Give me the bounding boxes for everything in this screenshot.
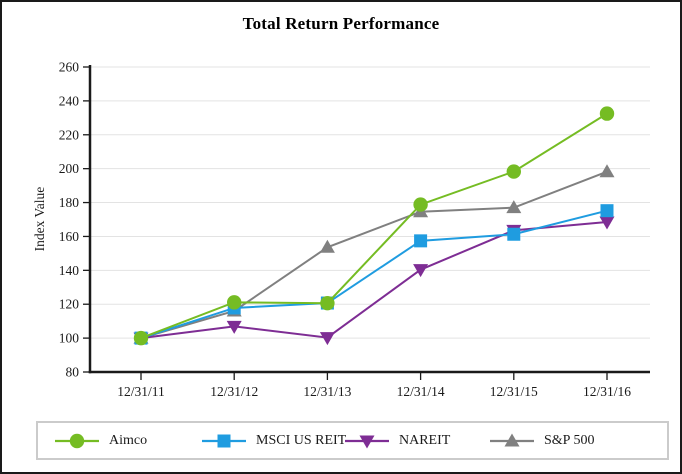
y-tick-label: 100 xyxy=(59,331,80,346)
legend-item-nareit: NAREIT xyxy=(344,432,450,450)
y-tick-label: 140 xyxy=(59,263,80,278)
series-marker-aimco xyxy=(413,197,428,212)
series-marker-nareit xyxy=(226,320,242,334)
chart-legend: Aimco MSCI US REIT NAREIT S&P 500 xyxy=(36,421,669,460)
line-chart-plot-area: 80 100 120 140 160 180 200 220 240 260 12/31/11 12/… xyxy=(32,60,650,399)
y-tick-label: 160 xyxy=(59,229,80,244)
series-marker-nareit xyxy=(599,216,615,230)
y-tick-label: 180 xyxy=(59,195,80,210)
series-marker-nareit xyxy=(319,332,335,346)
legend-glyph-circle-icon xyxy=(69,433,85,448)
series-marker-msci-us-reit xyxy=(600,204,614,218)
x-tick-label: 12/31/11 xyxy=(117,384,165,399)
legend-label: Aimco xyxy=(109,432,148,448)
y-tick-label: 120 xyxy=(59,297,80,312)
x-tick-label: 12/31/16 xyxy=(583,384,631,399)
series-marker-s-p-500 xyxy=(599,164,615,178)
legend-label: NAREIT xyxy=(399,432,451,448)
y-tick-label: 240 xyxy=(59,93,80,108)
legend-label: S&P 500 xyxy=(544,432,595,448)
legend-marker-nareit xyxy=(345,435,389,448)
legend-item-msci-us-reit: MSCI US REIT xyxy=(201,432,346,450)
legend-glyph-square-icon xyxy=(217,434,231,447)
series-line-aimco xyxy=(140,112,608,340)
x-tick-label: 12/31/12 xyxy=(210,384,258,399)
series-marker-msci-us-reit xyxy=(414,234,428,248)
x-tick-label: 12/31/13 xyxy=(303,384,351,399)
series-marker-aimco xyxy=(320,296,335,311)
x-tick-label: 12/31/15 xyxy=(490,384,538,399)
legend-label: MSCI US REIT xyxy=(256,432,347,448)
series-line-msci-us-reit xyxy=(140,209,608,340)
y-tick-label: 220 xyxy=(59,127,80,142)
legend-marker-msci-us-reit xyxy=(202,434,246,447)
series-marker-msci-us-reit xyxy=(507,227,521,241)
chart-title: Total Return Performance xyxy=(242,14,440,33)
legend-marker-s-p-500 xyxy=(490,433,534,446)
y-tick-label: 260 xyxy=(59,60,80,75)
series-marker-aimco xyxy=(599,106,615,121)
y-tick-label: 200 xyxy=(59,161,80,176)
legend-marker-aimco xyxy=(55,433,99,448)
series-line-nareit xyxy=(140,221,608,340)
series-marker-s-p-500 xyxy=(319,239,335,253)
series-marker-aimco xyxy=(506,164,521,179)
legend-glyph-triangle-up-icon xyxy=(504,433,520,446)
legend-glyph-triangle-down-icon xyxy=(359,435,375,448)
legend-item-aimco: Aimco xyxy=(54,432,147,450)
y-axis-title: Index Value xyxy=(32,187,47,252)
series-marker-aimco xyxy=(227,295,242,310)
legend-item-s-p-500: S&P 500 xyxy=(489,432,594,450)
series-marker-aimco xyxy=(133,330,149,346)
series-marker-s-p-500 xyxy=(506,200,522,214)
y-tick-label: 80 xyxy=(66,365,80,380)
series-marker-nareit xyxy=(413,264,429,278)
series-line-s-p-500 xyxy=(140,170,608,340)
x-tick-label: 12/31/14 xyxy=(397,384,445,399)
